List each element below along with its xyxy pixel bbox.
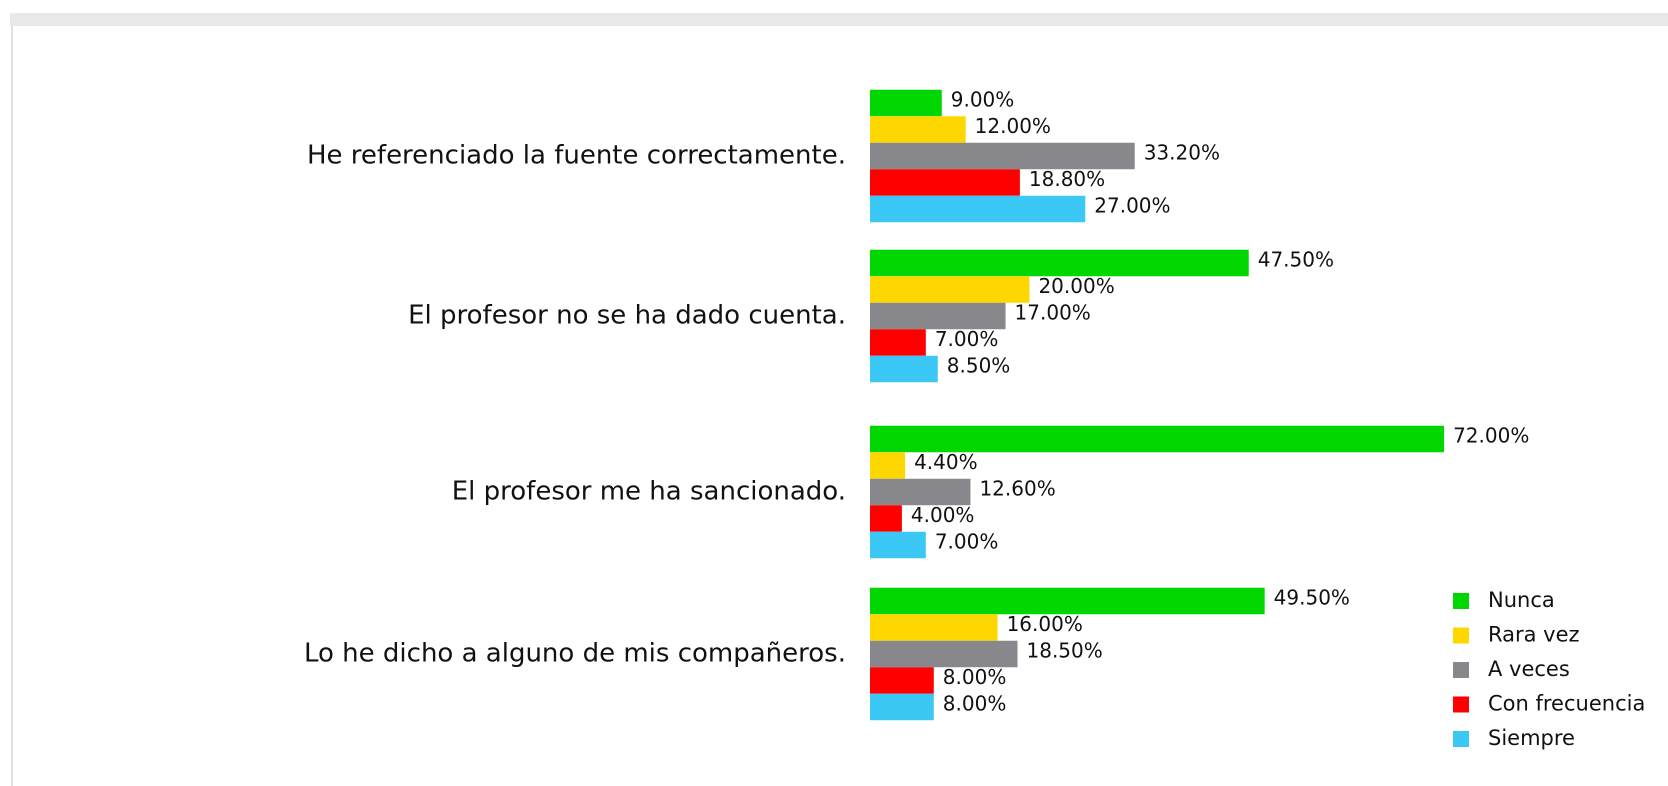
value-label: 20.00% (1038, 274, 1114, 298)
legend-label: Rara vez (1488, 623, 1580, 647)
bar (870, 329, 926, 356)
bar (870, 276, 1030, 303)
value-label: 8.50% (947, 354, 1011, 378)
category-label: El profesor no se ha dado cuenta. (408, 301, 846, 331)
value-label: 18.80% (1029, 167, 1105, 191)
legend-swatch (1453, 696, 1469, 713)
value-label: 7.00% (935, 530, 999, 554)
value-label: 4.00% (911, 503, 975, 527)
legend-label: Nunca (1488, 588, 1555, 612)
category-label: Lo he dicho a alguno de mis compañeros. (304, 639, 846, 669)
bar (870, 89, 942, 117)
category-label: El profesor me ha sancionado. (452, 477, 846, 507)
bar (870, 169, 1020, 196)
legend-swatch (1453, 593, 1469, 609)
bar (870, 452, 906, 479)
bar (870, 587, 1265, 615)
value-label: 12.60% (979, 477, 1055, 501)
value-label: 18.50% (1027, 639, 1103, 663)
value-label: 12.00% (975, 114, 1051, 138)
legend-swatch (1453, 731, 1469, 747)
value-label: 72.00% (1453, 424, 1529, 448)
bar (870, 505, 902, 532)
value-label: 9.00% (951, 88, 1015, 112)
bar (870, 195, 1086, 223)
category-label: He referenciado la fuente correctamente. (307, 141, 846, 171)
legend-label: Con frecuencia (1488, 692, 1645, 716)
bar (870, 142, 1135, 170)
value-label: 4.40% (914, 450, 978, 474)
top-band (10, 13, 1668, 26)
value-label: 47.50% (1258, 248, 1334, 272)
bar (870, 531, 926, 559)
value-label: 33.20% (1144, 141, 1220, 165)
value-label: 49.50% (1274, 586, 1350, 610)
bar (870, 302, 1006, 330)
value-label: 8.00% (943, 665, 1007, 689)
legend-label: A veces (1488, 657, 1570, 681)
bar (870, 425, 1445, 453)
value-label: 8.00% (943, 692, 1007, 716)
bar (870, 614, 998, 641)
value-label: 27.00% (1094, 194, 1170, 218)
bar (870, 667, 934, 694)
bar (870, 355, 938, 383)
legend-label: Siempre (1488, 726, 1575, 750)
legend-swatch (1453, 662, 1469, 678)
value-label: 16.00% (1007, 612, 1083, 636)
bar (870, 640, 1018, 668)
bar (870, 693, 934, 721)
bar (870, 249, 1249, 277)
legend-swatch (1453, 627, 1469, 644)
bar (870, 478, 971, 506)
bar (870, 116, 966, 143)
value-label: 17.00% (1015, 301, 1091, 325)
value-label: 7.00% (935, 327, 999, 351)
